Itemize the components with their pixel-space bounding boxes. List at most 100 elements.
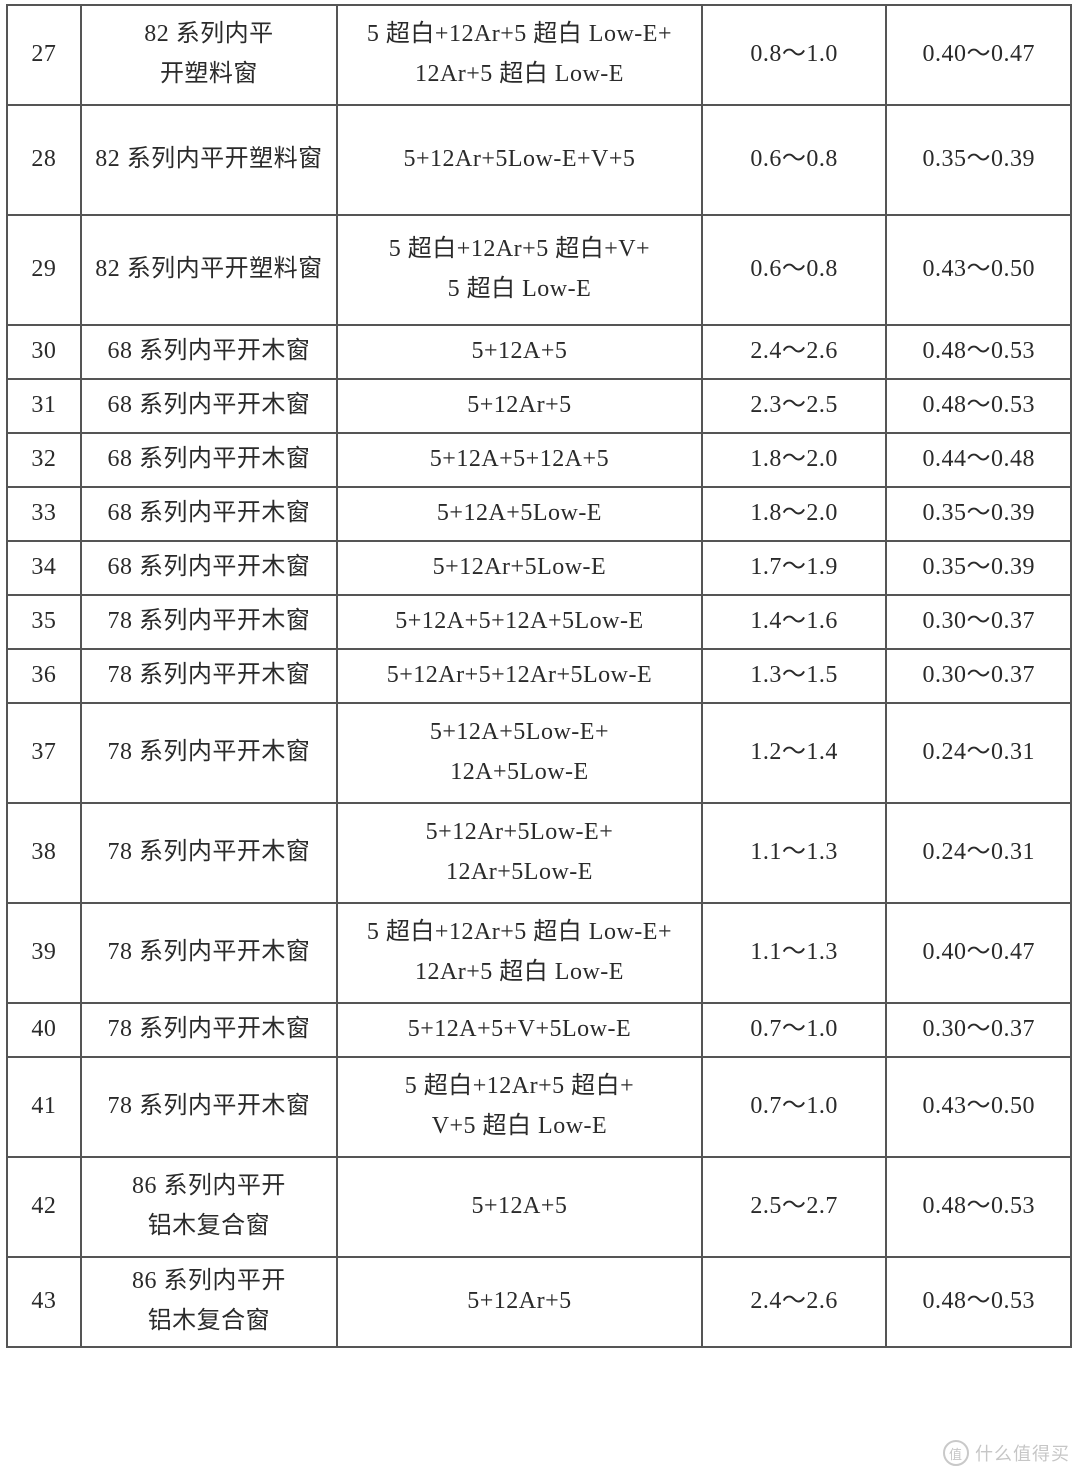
table-row: 2782 系列内平开塑料窗5 超白+12Ar+5 超白 Low-E+12Ar+5… <box>7 5 1071 105</box>
glass-config: 5+12A+5+12A+5Low-E <box>337 595 702 649</box>
shgc-value: 0.40～0.47 <box>886 903 1071 1003</box>
window-type: 68 系列内平开木窗 <box>81 433 337 487</box>
glass-line: 12A+5Low-E <box>450 753 589 793</box>
glass-line: 5 超白 Low-E <box>448 270 592 310</box>
window-type: 86 系列内平开铝木复合窗 <box>81 1257 337 1347</box>
k-value: 1.3～1.5 <box>702 649 887 703</box>
watermark: 值 什么值得买 <box>943 1440 1070 1466</box>
shgc-value: 0.30～0.37 <box>886 649 1071 703</box>
glass-config: 5+12A+5Low-E+12A+5Low-E <box>337 703 702 803</box>
window-type: 78 系列内平开木窗 <box>81 649 337 703</box>
glass-config: 5+12Ar+5+12Ar+5Low-E <box>337 649 702 703</box>
shgc-value: 0.30～0.37 <box>886 595 1071 649</box>
row-index: 32 <box>7 433 81 487</box>
shgc-value: 0.48～0.53 <box>886 325 1071 379</box>
glass-config: 5+12Ar+5Low-E <box>337 541 702 595</box>
table-row: 4178 系列内平开木窗5 超白+12Ar+5 超白+V+5 超白 Low-E0… <box>7 1057 1071 1157</box>
glass-line: 12Ar+5 超白 Low-E <box>415 55 624 95</box>
k-value: 1.7～1.9 <box>702 541 887 595</box>
type-line: 开塑料窗 <box>160 55 258 95</box>
type-line: 铝木复合窗 <box>148 1302 271 1342</box>
k-value: 2.4～2.6 <box>702 325 887 379</box>
k-value: 0.7～1.0 <box>702 1057 887 1157</box>
row-index: 39 <box>7 903 81 1003</box>
glass-config: 5+12A+5Low-E <box>337 487 702 541</box>
table-row: 3778 系列内平开木窗5+12A+5Low-E+12A+5Low-E1.2～1… <box>7 703 1071 803</box>
table-row: 4078 系列内平开木窗5+12A+5+V+5Low-E0.7～1.00.30～… <box>7 1003 1071 1057</box>
shgc-value: 0.24～0.31 <box>886 803 1071 903</box>
row-index: 40 <box>7 1003 81 1057</box>
glass-config: 5+12A+5 <box>337 1157 702 1257</box>
window-type: 68 系列内平开木窗 <box>81 325 337 379</box>
row-index: 36 <box>7 649 81 703</box>
row-index: 31 <box>7 379 81 433</box>
glass-config: 5+12A+5 <box>337 325 702 379</box>
window-type: 78 系列内平开木窗 <box>81 595 337 649</box>
row-index: 29 <box>7 215 81 325</box>
k-value: 2.4～2.6 <box>702 1257 887 1347</box>
glass-config: 5 超白+12Ar+5 超白+V+5 超白 Low-E <box>337 215 702 325</box>
type-line: 铝木复合窗 <box>148 1207 271 1247</box>
row-index: 28 <box>7 105 81 215</box>
row-index: 42 <box>7 1157 81 1257</box>
window-type: 68 系列内平开木窗 <box>81 487 337 541</box>
glass-line: 5+12A+5Low-E+ <box>430 713 609 753</box>
glass-config: 5+12A+5+V+5Low-E <box>337 1003 702 1057</box>
k-value: 1.8～2.0 <box>702 433 887 487</box>
glass-line: V+5 超白 Low-E <box>432 1107 608 1147</box>
window-type: 82 系列内平开塑料窗 <box>81 5 337 105</box>
row-index: 30 <box>7 325 81 379</box>
table-row: 3468 系列内平开木窗5+12Ar+5Low-E1.7～1.90.35～0.3… <box>7 541 1071 595</box>
window-type: 78 系列内平开木窗 <box>81 1003 337 1057</box>
k-value: 1.1～1.3 <box>702 803 887 903</box>
glass-line: 5 超白+12Ar+5 超白+V+ <box>389 230 650 270</box>
shgc-value: 0.24～0.31 <box>886 703 1071 803</box>
k-value: 0.8～1.0 <box>702 5 887 105</box>
window-type: 78 系列内平开木窗 <box>81 803 337 903</box>
k-value: 0.7～1.0 <box>702 1003 887 1057</box>
glass-line: 12Ar+5Low-E <box>446 853 593 893</box>
k-value: 1.4～1.6 <box>702 595 887 649</box>
glass-config: 5+12A+5+12A+5 <box>337 433 702 487</box>
window-type: 78 系列内平开木窗 <box>81 1057 337 1157</box>
shgc-value: 0.35～0.39 <box>886 487 1071 541</box>
row-index: 43 <box>7 1257 81 1347</box>
window-type: 68 系列内平开木窗 <box>81 541 337 595</box>
k-value: 1.1～1.3 <box>702 903 887 1003</box>
shgc-value: 0.48～0.53 <box>886 1157 1071 1257</box>
window-type: 68 系列内平开木窗 <box>81 379 337 433</box>
k-value: 1.8～2.0 <box>702 487 887 541</box>
table-row: 3678 系列内平开木窗5+12Ar+5+12Ar+5Low-E1.3～1.50… <box>7 649 1071 703</box>
table-row: 3368 系列内平开木窗5+12A+5Low-E1.8～2.00.35～0.39 <box>7 487 1071 541</box>
table-row: 3268 系列内平开木窗5+12A+5+12A+51.8～2.00.44～0.4… <box>7 433 1071 487</box>
shgc-value: 0.48～0.53 <box>886 1257 1071 1347</box>
k-value: 0.6～0.8 <box>702 215 887 325</box>
glass-config: 5 超白+12Ar+5 超白 Low-E+12Ar+5 超白 Low-E <box>337 5 702 105</box>
window-spec-table: 2782 系列内平开塑料窗5 超白+12Ar+5 超白 Low-E+12Ar+5… <box>6 4 1072 1348</box>
watermark-text: 什么值得买 <box>975 1440 1070 1466</box>
watermark-badge-icon: 值 <box>943 1440 969 1466</box>
glass-line: 5 超白+12Ar+5 超白 Low-E+ <box>367 913 672 953</box>
glass-line: 5+12Ar+5Low-E+ <box>426 813 614 853</box>
table-row: 3578 系列内平开木窗5+12A+5+12A+5Low-E1.4～1.60.3… <box>7 595 1071 649</box>
table-row: 3878 系列内平开木窗 5+12Ar+5Low-E+12Ar+5Low-E 1.1… <box>7 803 1071 903</box>
glass-config: 5+12Ar+5Low-E+V+5 <box>337 105 702 215</box>
shgc-value: 0.40～0.47 <box>886 5 1071 105</box>
table-row: 4386 系列内平开铝木复合窗5+12Ar+52.4～2.60.48～0.53 <box>7 1257 1071 1347</box>
table-row: 3168 系列内平开木窗5+12Ar+52.3～2.50.48～0.53 <box>7 379 1071 433</box>
glass-line: 5 超白+12Ar+5 超白+ <box>405 1067 634 1107</box>
glass-line: 12Ar+5 超白 Low-E <box>415 953 624 993</box>
window-type: 78 系列内平开木窗 <box>81 703 337 803</box>
shgc-value: 0.44～0.48 <box>886 433 1071 487</box>
glass-config: 5+12Ar+5 <box>337 379 702 433</box>
k-value: 1.2～1.4 <box>702 703 887 803</box>
window-type: 78 系列内平开木窗 <box>81 903 337 1003</box>
row-index: 35 <box>7 595 81 649</box>
row-index: 33 <box>7 487 81 541</box>
window-type: 82 系列内平开塑料窗 <box>81 105 337 215</box>
shgc-value: 0.43～0.50 <box>886 1057 1071 1157</box>
row-index: 38 <box>7 803 81 903</box>
glass-line: 5 超白+12Ar+5 超白 Low-E+ <box>367 15 672 55</box>
row-index: 37 <box>7 703 81 803</box>
shgc-value: 0.48～0.53 <box>886 379 1071 433</box>
